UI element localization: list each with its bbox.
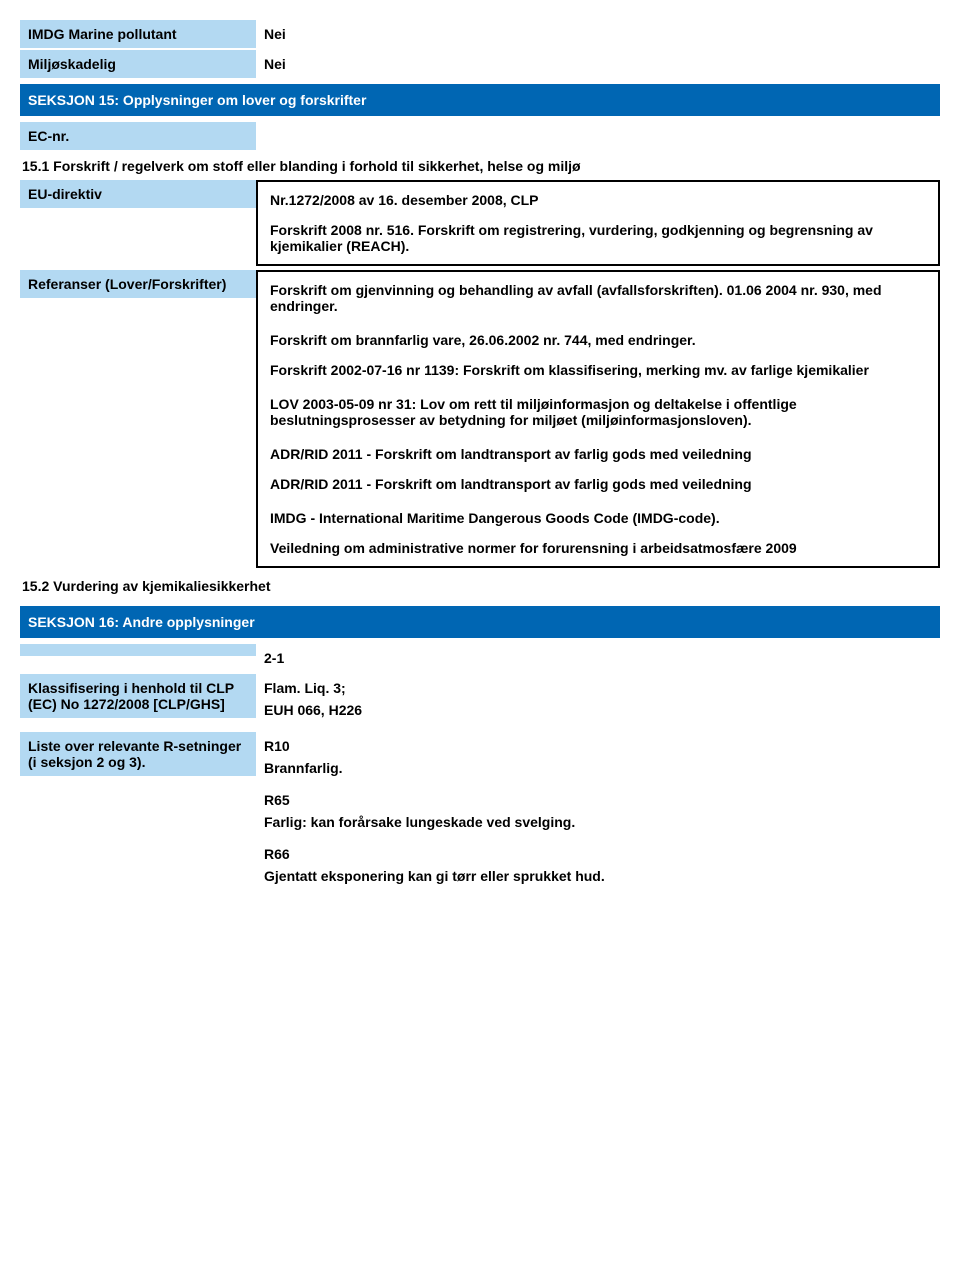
ref-p1: Forskrift om gjenvinning og behandling a… bbox=[270, 282, 926, 314]
miljo-label: Miljøskadelig bbox=[20, 50, 256, 78]
miljo-row: Miljøskadelig Nei bbox=[20, 50, 940, 78]
r65: R65 bbox=[264, 792, 932, 808]
liste-row: Liste over relevante R-setninger (i seks… bbox=[20, 732, 940, 896]
r66-text: Gjentatt eksponering kan gi tørr eller s… bbox=[264, 868, 932, 884]
ref-p8: Veiledning om administrative normer for … bbox=[270, 540, 926, 556]
blank-label-1 bbox=[20, 644, 256, 656]
imdg-value: Nei bbox=[256, 20, 940, 48]
referanser-row: Referanser (Lover/Forskrifter) Forskrift… bbox=[20, 270, 940, 568]
ref-p4: LOV 2003-05-09 nr 31: Lov om rett til mi… bbox=[270, 396, 926, 428]
ref-p2: Forskrift om brannfarlig vare, 26.06.200… bbox=[270, 332, 926, 348]
klass-value: Flam. Liq. 3; EUH 066, H226 bbox=[256, 674, 940, 730]
section-15-header: SEKSJON 15: Opplysninger om lover og for… bbox=[20, 84, 940, 116]
subsection-15-2: 15.2 Vurdering av kjemikaliesikkerhet bbox=[20, 572, 940, 600]
eu-box-p2: Forskrift 2008 nr. 516. Forskrift om reg… bbox=[270, 222, 926, 254]
ec-row: EC-nr. bbox=[20, 122, 940, 150]
r66: R66 bbox=[264, 846, 932, 862]
r65-text: Farlig: kan forårsake lungeskade ved sve… bbox=[264, 814, 932, 830]
subsection-15-1: 15.1 Forskrift / regelverk om stoff elle… bbox=[20, 152, 940, 180]
klass-v1: Flam. Liq. 3; bbox=[264, 680, 932, 696]
liste-value: R10 Brannfarlig. R65 Farlig: kan forårsa… bbox=[256, 732, 940, 896]
ref-p7: IMDG - International Maritime Dangerous … bbox=[270, 510, 926, 526]
ec-value bbox=[256, 122, 940, 150]
section-16-header: SEKSJON 16: Andre opplysninger bbox=[20, 606, 940, 638]
val-2-1: 2-1 bbox=[256, 644, 940, 672]
imdg-label: IMDG Marine pollutant bbox=[20, 20, 256, 48]
brannfarlig: Brannfarlig. bbox=[264, 760, 932, 776]
referanser-label: Referanser (Lover/Forskrifter) bbox=[20, 270, 256, 298]
klass-label: Klassifisering i henhold til CLP (EC) No… bbox=[20, 674, 256, 718]
eu-direktiv-box: Nr.1272/2008 av 16. desember 2008, CLP F… bbox=[256, 180, 940, 266]
miljo-value: Nei bbox=[256, 50, 940, 78]
row-2-1: 2-1 bbox=[20, 644, 940, 672]
klass-row: Klassifisering i henhold til CLP (EC) No… bbox=[20, 674, 940, 730]
liste-label: Liste over relevante R-setninger (i seks… bbox=[20, 732, 256, 776]
imdg-row: IMDG Marine pollutant Nei bbox=[20, 20, 940, 48]
ref-p3: Forskrift 2002-07-16 nr 1139: Forskrift … bbox=[270, 362, 926, 378]
klass-v2: EUH 066, H226 bbox=[264, 702, 932, 718]
eu-box-p1: Nr.1272/2008 av 16. desember 2008, CLP bbox=[270, 192, 926, 208]
ref-p6: ADR/RID 2011 - Forskrift om landtranspor… bbox=[270, 476, 926, 492]
ref-p5: ADR/RID 2011 - Forskrift om landtranspor… bbox=[270, 446, 926, 462]
eu-direktiv-label: EU-direktiv bbox=[20, 180, 256, 208]
eu-direktiv-row: EU-direktiv Nr.1272/2008 av 16. desember… bbox=[20, 180, 940, 266]
r10: R10 bbox=[264, 738, 932, 754]
referanser-box: Forskrift om gjenvinning og behandling a… bbox=[256, 270, 940, 568]
ec-label: EC-nr. bbox=[20, 122, 256, 150]
